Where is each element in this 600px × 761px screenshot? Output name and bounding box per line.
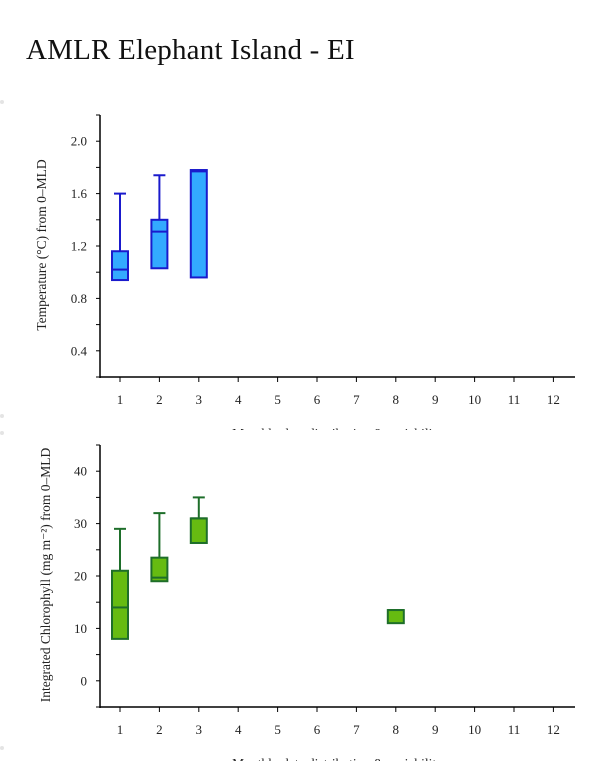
y-tick-label: 0 <box>81 673 88 688</box>
x-tick-label: 4 <box>235 722 242 737</box>
box-month-1 <box>111 569 129 640</box>
x-tick-label: 9 <box>432 722 439 737</box>
x-tick-label: 2 <box>156 722 163 737</box>
edge-dot <box>0 100 4 104</box>
box-month-1 <box>111 250 129 282</box>
y-axis-title: Temperature (°C) from 0–MLD <box>34 159 49 331</box>
x-tick-label: 1 <box>117 722 124 737</box>
x-tick-label: 3 <box>196 722 203 737</box>
y-tick-label: 0.8 <box>71 291 87 306</box>
y-axis-title: Integrated Chlorophyll (mg m⁻²) from 0–M… <box>38 448 53 703</box>
x-tick-label: 5 <box>274 722 281 737</box>
x-tick-label: 4 <box>235 392 242 407</box>
x-tick-label: 12 <box>547 722 560 737</box>
x-axis-title: Monthly data distribution & variability <box>232 756 443 761</box>
box-month-3 <box>189 517 208 544</box>
edge-dot <box>0 431 4 435</box>
y-tick-label: 2.0 <box>71 134 87 149</box>
y-tick-label: 10 <box>74 621 87 636</box>
x-tick-label: 6 <box>314 722 321 737</box>
x-tick-label: 10 <box>468 722 481 737</box>
edge-dot <box>0 746 4 750</box>
x-tick-label: 11 <box>508 722 521 737</box>
y-tick-label: 40 <box>74 464 87 479</box>
x-tick-label: 7 <box>353 722 360 737</box>
x-tick-label: 1 <box>117 392 124 407</box>
y-tick-label: 1.2 <box>71 239 87 254</box>
x-tick-label: 12 <box>547 392 560 407</box>
x-tick-label: 8 <box>393 722 400 737</box>
x-tick-label: 11 <box>508 392 521 407</box>
x-tick-label: 6 <box>314 392 321 407</box>
x-tick-label: 2 <box>156 392 163 407</box>
x-tick-label: 10 <box>468 392 481 407</box>
temperature-box-chart: 0.40.81.21.62.01 2 3 4 5 6 7 8 9 10 11 12Temperatur… <box>34 114 575 430</box>
x-tick-label: 5 <box>274 392 281 407</box>
x-tick-label: 3 <box>196 392 203 407</box>
box-month-8 <box>386 609 405 625</box>
box-month-2 <box>150 556 169 583</box>
x-axis-title: Monthly data distribution & variability <box>232 426 443 430</box>
edge-dot <box>0 414 4 418</box>
x-tick-label: 9 <box>432 392 439 407</box>
y-tick-label: 30 <box>74 516 87 531</box>
box-month-3 <box>189 169 208 279</box>
page-title: AMLR Elephant Island - EI <box>26 34 355 66</box>
x-tick-label: 8 <box>393 392 400 407</box>
y-tick-label: 0.4 <box>71 343 88 358</box>
y-tick-label: 1.6 <box>71 186 88 201</box>
x-tick-label: 7 <box>353 392 360 407</box>
box-month-2 <box>150 218 169 270</box>
y-tick-label: 20 <box>74 569 87 584</box>
